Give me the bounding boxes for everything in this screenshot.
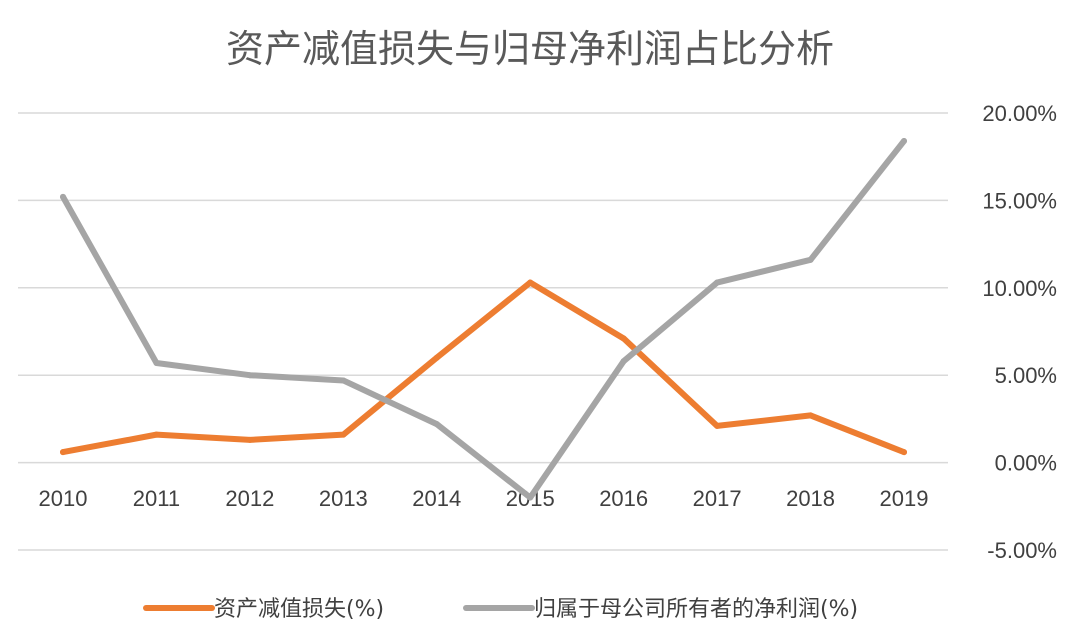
- x-tick-label: 2010: [39, 486, 88, 511]
- data-point: [433, 421, 440, 428]
- data-point: [620, 358, 627, 365]
- x-tick-label: 2017: [693, 486, 742, 511]
- x-tick-label: 2012: [225, 486, 274, 511]
- x-axis-tick-labels: 2010201120122013201420152016201720182019: [39, 486, 929, 511]
- data-point: [246, 372, 253, 379]
- data-point: [153, 431, 160, 438]
- series-1: [60, 137, 907, 501]
- data-point: [714, 279, 721, 286]
- data-point: [620, 335, 627, 342]
- y-tick-label: -5.00%: [987, 538, 1057, 563]
- legend-item-net-profit: 归属于母公司所有者的净利润(%): [463, 597, 858, 622]
- series-line-net-profit: [60, 137, 907, 501]
- data-point: [153, 359, 160, 366]
- y-tick-label: 0.00%: [995, 451, 1057, 476]
- data-point: [60, 193, 66, 200]
- data-point: [433, 354, 440, 361]
- chart-title: 资产减值损失与归母净利润占比分析: [226, 27, 834, 71]
- x-tick-label: 2014: [412, 486, 461, 511]
- legend-item-asset-impairment: 资产减值损失(%): [143, 597, 384, 622]
- y-tick-label: 5.00%: [995, 363, 1057, 388]
- x-tick-label: 2018: [786, 486, 835, 511]
- y-tick-label: 20.00%: [982, 101, 1057, 126]
- data-point: [340, 431, 347, 438]
- legend-label-net-profit: 归属于母公司所有者的净利润(%): [534, 597, 858, 622]
- x-tick-label: 2011: [133, 486, 180, 511]
- data-point: [527, 494, 534, 501]
- y-axis-tick-labels: -5.00% 0.00% 5.00% 10.00% 15.00% 20.00%: [982, 101, 1057, 563]
- data-point: [340, 377, 347, 384]
- y-tick-label: 15.00%: [982, 188, 1057, 213]
- x-tick-label: 2016: [599, 486, 648, 511]
- data-point: [714, 422, 721, 429]
- data-point: [246, 436, 253, 443]
- data-point: [60, 449, 66, 456]
- legend: 资产减值损失(%) 归属于母公司所有者的净利润(%): [143, 597, 858, 622]
- legend-label-asset-impairment: 资产减值损失(%): [214, 597, 384, 622]
- data-point: [807, 256, 814, 263]
- data-point: [901, 137, 907, 144]
- series-lines: [60, 137, 907, 501]
- data-point: [527, 279, 534, 286]
- series-line-asset-impairment: [60, 279, 907, 456]
- y-tick-label: 10.00%: [982, 276, 1057, 301]
- series-0: [60, 279, 907, 456]
- x-tick-label: 2019: [880, 486, 929, 511]
- data-point: [901, 449, 907, 456]
- data-point: [807, 412, 814, 419]
- x-tick-label: 2013: [319, 486, 368, 511]
- gridlines: [18, 112, 948, 551]
